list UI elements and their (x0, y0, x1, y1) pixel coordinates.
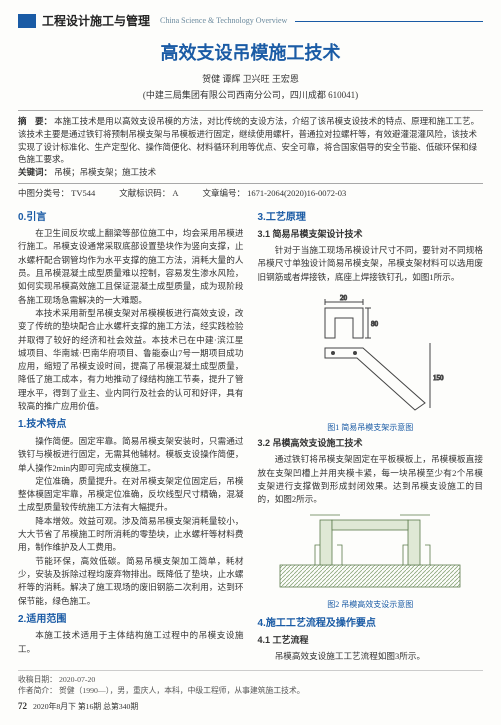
authorinfo-value: 贺健（1990—），男，重庆人，本科，中级工程师，从事建筑施工技术。 (59, 686, 305, 695)
section-4-title: 4.施工工艺流程及操作要点 (258, 616, 484, 632)
received-value: 2020-07-20 (59, 675, 95, 684)
page-number: 72 (18, 700, 27, 714)
doccode-value: A (172, 188, 178, 198)
s1-p2: 定位准确，质量提升。在对吊模支架定位固定后，吊模整体模固定牢靠，吊模定位准确，反… (18, 475, 244, 515)
header-journal-name: China Science & Technology Overview (160, 15, 287, 27)
header-section-title: 工程设计施工与管理 (42, 12, 150, 30)
s1-p3: 降本增效。效益可观。涉及简易吊模支架消耗量较小，大大节省了吊模施工时所消耗的零垫… (18, 515, 244, 555)
received-date: 收稿日期： 2020-07-20 (18, 674, 483, 686)
s3-2-p1: 通过铁钉将吊模支架固定在平板模板上，吊模模板直接放在支架凹槽上并用夹模卡紧，每一… (258, 453, 484, 506)
abstract-row: 摘 要： 本施工技术是用以高效支设吊模的方法，对比传统的支设方法，介绍了该吊模支… (18, 115, 483, 166)
section-4-1-title: 4.1 工艺流程 (258, 634, 484, 648)
figure-1-caption: 图1 简易吊模支架示意图 (258, 422, 484, 434)
meta-row: 中图分类号： TV544 文献标识码： A 文章编号： 1671-2064(20… (18, 187, 483, 200)
fig1-dim-c: 150 (433, 374, 444, 382)
received-label: 收稿日期： (18, 675, 57, 684)
articleno: 文章编号： 1671-2064(2020)16-0072-03 (203, 187, 347, 200)
two-column-body: 0.引言 在卫生间反坎或上翻梁等部位施工中，均会采用吊模进行施工。吊模支设通常采… (18, 206, 483, 664)
abstract-text: 本施工技术是用以高效支设吊模的方法，对比传统的支设方法，介绍了该吊模支设技术的特… (18, 116, 479, 164)
figure-2-caption: 图2 吊模高效支设示意图 (258, 599, 484, 611)
page-footer: 72 2020年8月下 第16期 总第340期 (18, 700, 483, 714)
section-1-title: 1.技术特点 (18, 417, 244, 433)
header-block-icon (18, 14, 36, 28)
section-0-title: 0.引言 (18, 210, 244, 226)
abstract-block: 摘 要： 本施工技术是用以高效支设吊模的方法，对比传统的支设方法，介绍了该吊模支… (18, 110, 483, 184)
header-bar: 工程设计施工与管理 China Science & Technology Ove… (18, 12, 483, 30)
keywords-text: 吊模；吊模支架；施工技术 (54, 167, 156, 177)
issue-info: 2020年8月下 第16期 总第340期 (33, 701, 138, 713)
articleno-label: 文章编号： (203, 188, 246, 198)
right-column: 3.工艺原理 3.1 简易吊模支架设计技术 针对于当施工现场吊模设计尺寸不同，要… (258, 206, 484, 664)
article-title: 高效支设吊模施工技术 (18, 40, 483, 67)
footer-meta: 收稿日期： 2020-07-20 作者简介： 贺健（1990—），男，重庆人，本… (18, 670, 483, 697)
header-rule (295, 21, 483, 22)
classification: 中图分类号： TV544 (18, 187, 95, 200)
section-3-1-title: 3.1 简易吊模支架设计技术 (258, 228, 484, 242)
figure-1-svg: 20 80 150 (285, 288, 455, 418)
abstract-label: 摘 要： (18, 116, 52, 126)
s1-p1: 操作简便。固定牢靠。简易吊模支架安装时，只需通过铁钉与模板进行固定，无需其他辅材… (18, 435, 244, 475)
s3-1-p1: 针对于当施工现场吊模设计尺寸不同，要针对不同规格吊模尺寸单独设计简易吊模支架，吊… (258, 244, 484, 284)
section-2-title: 2.适用范围 (18, 612, 244, 628)
s0-p1: 在卫生间反坎或上翻梁等部位施工中，均会采用吊模进行施工。吊模支设通常采取底部设置… (18, 227, 244, 307)
fig1-dim-a: 20 (340, 294, 348, 302)
fig1-dim-b: 80 (371, 320, 379, 328)
left-column: 0.引言 在卫生间反坎或上翻梁等部位施工中，均会采用吊模进行施工。吊模支设通常采… (18, 206, 244, 664)
section-3-title: 3.工艺原理 (258, 210, 484, 226)
authorinfo-label: 作者简介： (18, 686, 57, 695)
articleno-value: 1671-2064(2020)16-0072-03 (247, 188, 346, 198)
classification-label: 中图分类号： (18, 188, 69, 198)
article-affiliation: (中建三局集团有限公司西南分公司，四川成都 610041) (18, 89, 483, 103)
s2-p1: 本施工技术适用于主体结构施工过程中的吊模支设施工。 (18, 629, 244, 656)
article-authors: 贺健 谭辉 卫兴旺 王宏恩 (18, 73, 483, 87)
s0-p2: 本技术采用新型吊模支架对吊模模板进行高效支设，改变了传统的垫块配合止水螺杆支撑的… (18, 307, 244, 414)
s1-p4: 节能环保，高效低碳。简易吊模支架加工简单，耗材少，安装及拆除过程均废弃物排出。既… (18, 555, 244, 608)
keywords-label: 关键词： (18, 167, 52, 177)
page: 工程设计施工与管理 China Science & Technology Ove… (0, 0, 501, 725)
figure-2-svg (270, 510, 470, 595)
author-info: 作者简介： 贺健（1990—），男，重庆人，本科，中级工程师，从事建筑施工技术。 (18, 685, 483, 697)
doccode-label: 文献标识码： (119, 188, 170, 198)
keywords-row: 关键词： 吊模；吊模支架；施工技术 (18, 166, 483, 179)
s4-1-p1: 吊模高效支设施工工艺流程如图3所示。 (258, 650, 484, 663)
classification-value: TV544 (71, 188, 95, 198)
doccode: 文献标识码： A (119, 187, 178, 200)
section-3-2-title: 3.2 吊模高效支设施工技术 (258, 437, 484, 451)
